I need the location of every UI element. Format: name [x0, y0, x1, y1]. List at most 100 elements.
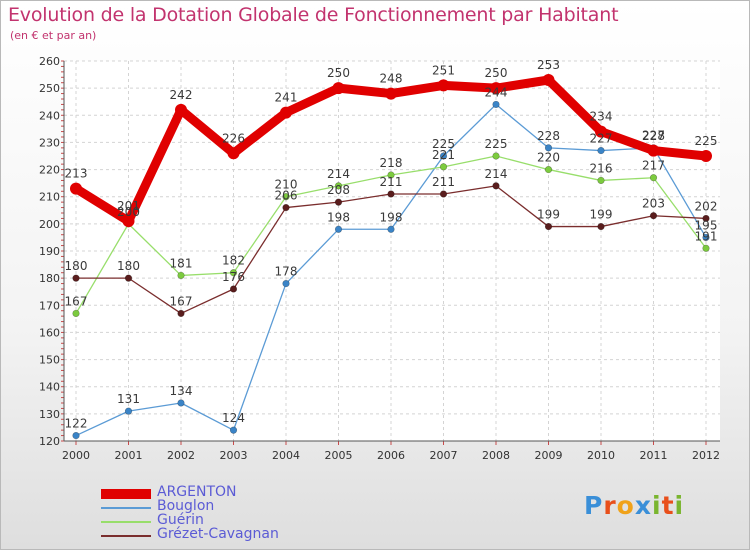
data-point-argenton [700, 150, 712, 162]
data-point-grezet-cavagnan [597, 222, 605, 231]
y-tick-label: 150 [39, 354, 60, 367]
data-point-bouglon [492, 100, 500, 109]
data-point-argenton [332, 82, 345, 95]
x-tick-label: 2010 [587, 449, 615, 462]
legend-label: Grézet-Cavagnan [157, 526, 279, 542]
data-point-grezet-cavagnan [439, 190, 448, 198]
data-label-guerin: 167 [65, 294, 88, 308]
data-point-argenton [175, 103, 187, 116]
logo-letter: r [603, 491, 617, 520]
y-tick-label: 210 [39, 191, 60, 204]
x-tick-label: 2011 [640, 449, 668, 462]
data-point-grezet-cavagnan [72, 274, 80, 282]
y-tick-label: 220 [39, 164, 60, 177]
data-point-guerin [597, 176, 605, 185]
data-point-grezet-cavagnan [334, 198, 343, 206]
x-tick-label: 2009 [535, 449, 563, 462]
legend-item-argenton: ARGENTON [101, 484, 361, 500]
legend-swatch-bouglon [101, 507, 151, 509]
data-label-bouglon: 122 [65, 417, 88, 431]
data-label-grezet-cavagnan: 208 [327, 183, 350, 197]
data-label-grezet-cavagnan: 176 [222, 270, 245, 284]
data-label-grezet-cavagnan: 202 [695, 199, 718, 213]
legend-item-grezet-cavagnan: Grézet-Cavagnan [101, 526, 361, 542]
logo-letter: o [616, 491, 635, 520]
data-label-guerin: 210 [275, 178, 298, 192]
data-label-guerin: 182 [222, 254, 245, 268]
data-label-argenton: 227 [642, 129, 665, 143]
y-tick-label: 130 [39, 408, 60, 421]
data-label-grezet-cavagnan: 206 [275, 189, 298, 203]
data-point-argenton [280, 106, 292, 119]
x-tick-label: 2012 [692, 449, 720, 462]
data-label-bouglon: 195 [695, 218, 718, 232]
x-tick-label: 2002 [167, 449, 195, 462]
y-tick-label: 170 [39, 299, 60, 312]
legend: ARGENTON Bouglon Guérin Grézet-Cavagnan [101, 484, 361, 542]
chart-title: Evolution de la Dotation Globale de Fonc… [8, 4, 619, 26]
data-label-guerin: 225 [485, 137, 508, 151]
data-point-guerin [72, 309, 80, 318]
data-point-grezet-cavagnan [492, 182, 500, 190]
data-label-bouglon: 178 [275, 265, 298, 279]
data-label-guerin: 214 [327, 167, 350, 181]
data-label-bouglon: 228 [537, 129, 560, 143]
data-label-bouglon: 228 [642, 129, 665, 143]
legend-item-guerin: Guérin [101, 512, 361, 528]
data-label-guerin: 200 [117, 205, 140, 219]
legend-label: ARGENTON [157, 484, 237, 500]
data-point-grezet-cavagnan [282, 203, 290, 212]
data-point-bouglon [702, 233, 710, 242]
data-point-argenton [122, 215, 135, 228]
data-point-argenton [227, 147, 240, 160]
legend-swatch-argenton [101, 489, 151, 499]
data-label-grezet-cavagnan: 180 [117, 259, 140, 273]
x-tick-label: 2006 [377, 449, 405, 462]
chart-subtitle: (en € et par an) [10, 29, 97, 42]
data-point-grezet-cavagnan [124, 274, 133, 282]
data-point-bouglon [597, 146, 605, 155]
data-point-grezet-cavagnan [387, 190, 395, 198]
data-label-argenton: 250 [327, 66, 350, 80]
y-tick-label: 140 [39, 381, 60, 394]
data-label-argenton: 242 [170, 88, 193, 102]
data-point-grezet-cavagnan [702, 214, 710, 223]
data-point-guerin [177, 271, 185, 280]
data-label-guerin: 191 [695, 229, 718, 243]
data-label-argenton: 241 [275, 91, 298, 105]
x-tick-label: 2005 [325, 449, 353, 462]
data-label-argenton: 225 [695, 134, 718, 148]
data-point-grezet-cavagnan [177, 309, 185, 318]
data-point-guerin [334, 182, 343, 190]
data-label-bouglon: 198 [327, 210, 350, 224]
data-label-grezet-cavagnan: 167 [170, 294, 193, 308]
x-tick-label: 2001 [115, 449, 143, 462]
data-point-bouglon [282, 279, 290, 288]
data-point-grezet-cavagnan [544, 222, 553, 231]
data-label-bouglon: 227 [590, 132, 613, 146]
data-label-argenton: 251 [432, 63, 455, 77]
data-label-bouglon: 225 [432, 137, 455, 151]
legend-item-bouglon: Bouglon [101, 498, 361, 514]
data-point-bouglon [439, 152, 448, 160]
data-label-grezet-cavagnan: 203 [642, 197, 665, 211]
data-label-guerin: 217 [642, 159, 665, 173]
logo-letter: i [674, 491, 685, 520]
y-tick-label: 200 [39, 218, 60, 231]
data-label-argenton: 213 [65, 167, 88, 181]
data-point-bouglon [229, 426, 238, 434]
data-label-guerin: 218 [380, 156, 403, 170]
data-label-guerin: 221 [432, 148, 455, 162]
data-point-grezet-cavagnan [229, 285, 238, 293]
data-label-argenton: 234 [590, 110, 613, 124]
data-point-argenton [542, 74, 555, 86]
legend-swatch-grezet-cavagnan [101, 535, 151, 537]
logo-letter: P [584, 491, 604, 520]
data-label-argenton: 250 [485, 66, 508, 80]
x-tick-label: 2007 [430, 449, 458, 462]
data-label-argenton: 248 [380, 72, 403, 86]
data-point-guerin [492, 152, 500, 160]
data-point-argenton [595, 125, 607, 138]
data-label-bouglon: 124 [222, 411, 245, 425]
y-tick-label: 180 [39, 272, 60, 285]
